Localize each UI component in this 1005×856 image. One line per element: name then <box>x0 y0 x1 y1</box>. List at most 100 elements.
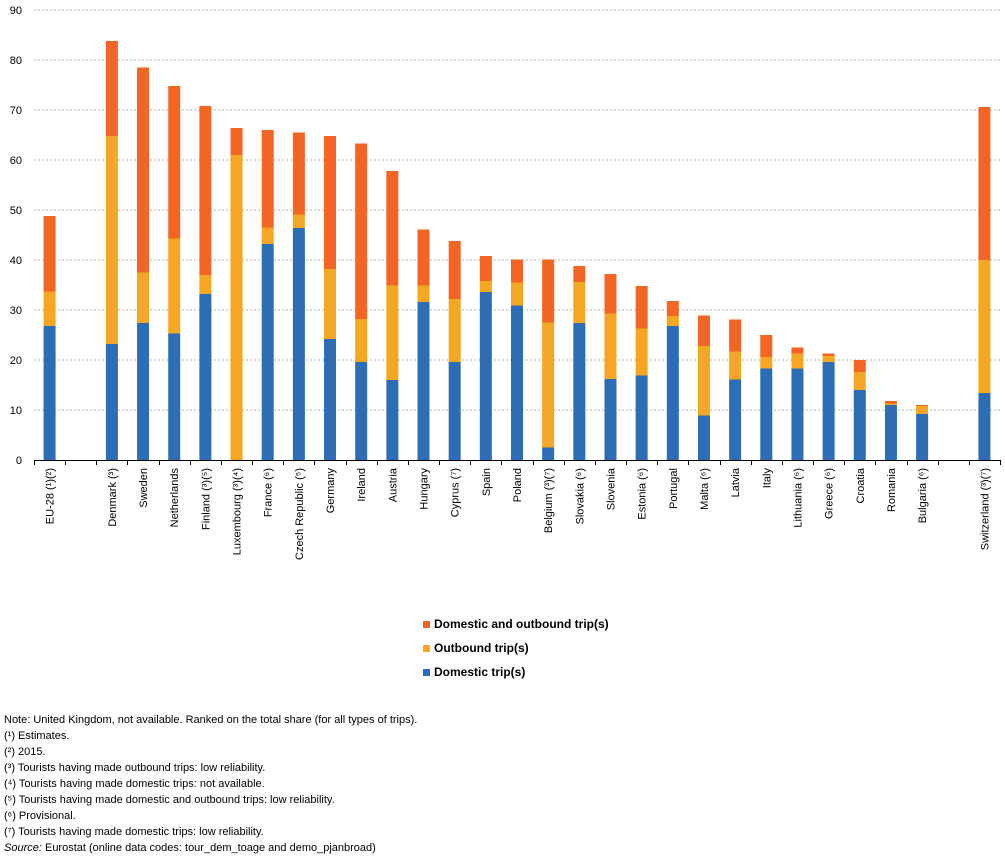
footnote-3: (³) Tourists having made outbound trips:… <box>4 762 266 774</box>
bar-segment-domestic-and-outbound <box>448 241 461 299</box>
bar-segment-domestic <box>822 362 835 460</box>
y-tick-label: 60 <box>10 155 22 167</box>
bar-segment-domestic-and-outbound <box>355 143 368 319</box>
y-axis-tick-labels: 0 10 20 30 40 50 60 70 80 90 <box>10 5 22 467</box>
x-tick-label: Malta (⁶) <box>699 468 711 510</box>
source-label: Source: <box>4 842 42 854</box>
bar-segment-domestic <box>916 414 929 460</box>
bar-segment-outbound <box>261 227 274 244</box>
y-tick-label: 90 <box>10 5 22 17</box>
bars <box>43 41 991 460</box>
bar-segment-domestic <box>386 380 399 460</box>
bar-segment-domestic <box>137 323 150 460</box>
bar-segment-outbound <box>199 275 212 294</box>
bar-segment-domestic <box>479 292 492 460</box>
bar-segment-outbound <box>573 282 586 323</box>
bar-segment-outbound <box>479 281 492 292</box>
bar-segment-domestic-and-outbound <box>729 319 742 352</box>
bar-segment-domestic-and-outbound <box>697 315 710 346</box>
bar-segment-outbound <box>448 299 461 362</box>
bar-segment-domestic-and-outbound <box>324 136 337 269</box>
bar-segment-domestic-and-outbound <box>853 360 866 372</box>
bar-segment-domestic <box>729 379 742 460</box>
y-tick-label: 20 <box>10 355 22 367</box>
bar-segment-domestic <box>417 302 430 460</box>
x-tick-label: Slovenia <box>605 467 617 510</box>
x-tick-label: Ireland <box>356 468 368 502</box>
bar-segment-domestic <box>573 323 586 460</box>
y-tick-label: 0 <box>16 455 22 467</box>
bar-segment-domestic-and-outbound <box>760 335 773 357</box>
x-tick-label: Finland (³)(⁵) <box>200 468 212 530</box>
bar-segment-domestic-and-outbound <box>105 41 118 136</box>
legend-swatch <box>423 620 430 628</box>
bar-segment-domestic <box>853 390 866 460</box>
footnote-5: (⁵) Tourists having made domestic and ou… <box>4 794 335 806</box>
bar-segment-domestic-and-outbound <box>604 274 617 314</box>
bar-segment-domestic-and-outbound <box>230 128 243 155</box>
footnote-6: (⁶) Provisional. <box>4 810 76 822</box>
x-tick-label: Croatia <box>855 467 867 503</box>
bar-segment-domestic <box>884 405 897 460</box>
bar-segment-domestic <box>697 415 710 460</box>
bar-segment-outbound <box>760 357 773 369</box>
bar-segment-domestic-and-outbound <box>884 401 897 404</box>
legend-label: Domestic and outbound trip(s) <box>434 617 609 631</box>
bar-segment-domestic <box>261 244 274 460</box>
legend-item-outbound: Outbound trip(s) <box>423 636 609 660</box>
bar-segment-outbound <box>635 328 648 376</box>
x-tick-label: Lithuania (⁶) <box>792 468 804 528</box>
x-tick-label: Cyprus (⁷) <box>450 468 462 517</box>
legend-swatch <box>423 668 430 676</box>
bar-segment-outbound <box>884 403 897 405</box>
bar-segment-outbound <box>511 282 523 306</box>
gridlines <box>34 9 1000 411</box>
y-tick-label: 30 <box>10 305 22 317</box>
bar-segment-outbound <box>355 319 368 362</box>
x-axis <box>34 460 1001 465</box>
x-tick-label: Slovakia (⁶) <box>574 468 586 525</box>
x-tick-label: Latvia <box>730 467 742 497</box>
bar-segment-domestic <box>448 362 461 460</box>
bar-segment-outbound <box>230 155 243 460</box>
x-tick-label: Sweden <box>138 468 150 508</box>
x-tick-label: Switzerland (³)(⁷) <box>979 468 991 550</box>
bar-segment-domestic <box>635 375 648 460</box>
bar-segment-domestic <box>168 333 181 460</box>
x-axis-tick-labels: EU-28 (¹)(²) Denmark (³) Sweden Netherlands… <box>45 467 992 560</box>
note-line: Note: United Kingdom, not available. Ran… <box>4 714 418 726</box>
x-tick-label: Hungary <box>419 468 431 510</box>
y-tick-label: 80 <box>10 55 22 67</box>
y-tick-label: 40 <box>10 255 22 267</box>
x-tick-label: Greece (⁶) <box>824 468 836 519</box>
bar-segment-domestic <box>355 362 368 460</box>
bar-segment-domestic-and-outbound <box>43 216 56 292</box>
bar-segment-outbound <box>542 322 555 448</box>
x-tick-label: Austria <box>387 467 399 502</box>
legend-label: Outbound trip(s) <box>434 641 529 655</box>
bar-segment-outbound <box>697 346 710 416</box>
bar-segment-domestic-and-outbound <box>479 256 492 281</box>
x-tick-label: Luxembourg (³)(⁴) <box>232 468 244 555</box>
bar-segment-domestic-and-outbound <box>386 171 399 286</box>
bar-segment-outbound <box>168 238 181 334</box>
legend-item-domestic-and-outbound: Domestic and outbound trip(s) <box>423 612 609 636</box>
bar-segment-domestic-and-outbound <box>573 266 586 282</box>
bar-segment-outbound <box>916 406 929 414</box>
bar-segment-outbound <box>105 136 118 344</box>
bar-segment-domestic <box>511 305 523 460</box>
bar-segment-outbound <box>822 356 835 362</box>
bar-segment-domestic <box>43 326 56 460</box>
bar-segment-outbound <box>324 269 337 339</box>
bar-segment-domestic <box>978 393 991 460</box>
x-tick-label: Czech Republic (⁵) <box>294 468 306 560</box>
bar-segment-outbound <box>853 372 866 390</box>
bar-segment-outbound <box>417 285 430 302</box>
x-tick-label: Romania <box>886 467 898 512</box>
x-tick-label: Spain <box>481 468 493 496</box>
legend: Domestic and outbound trip(s) Outbound t… <box>423 612 609 684</box>
bar-segment-domestic <box>105 344 118 460</box>
bar-segment-domestic <box>292 228 305 460</box>
bar-segment-domestic <box>604 379 617 460</box>
footnote-1: (¹) Estimates. <box>4 730 70 742</box>
